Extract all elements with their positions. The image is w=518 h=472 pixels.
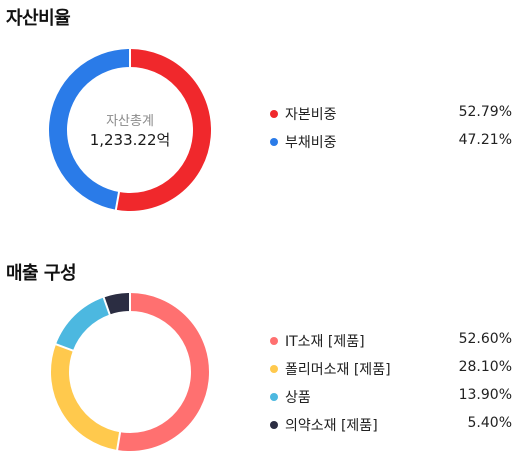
legend-label: 자본비중 — [285, 107, 337, 123]
legend-item: 상품 13.90% — [270, 387, 514, 415]
donut-segment-1 — [117, 293, 209, 451]
donut-segment-separator — [102, 296, 111, 316]
legend-value: 47.21% — [458, 132, 512, 148]
donut-segment-separator — [116, 431, 122, 452]
legend-item: IT소재 [제품] 52.60% — [270, 331, 514, 359]
donut-segment-1 — [115, 49, 211, 211]
legend-label: 상품 — [285, 390, 311, 406]
sales-composition-donut-chart — [51, 292, 209, 452]
legend-marker-icon — [270, 337, 278, 345]
legend-marker-icon — [270, 110, 278, 118]
legend-item: 폴리머소재 [제품] 28.10% — [270, 359, 514, 387]
donut-segment-separator — [54, 343, 75, 352]
donut-segment-4 — [103, 293, 131, 315]
donut-segment-2 — [49, 49, 131, 210]
legend-value: 52.60% — [458, 331, 512, 347]
donut-segment-separator — [114, 190, 121, 211]
total-assets-value: 1,233.22억 — [89, 131, 171, 149]
asset-ratio-donut-chart — [49, 48, 211, 211]
legend-marker-icon — [270, 421, 278, 429]
total-assets-caption: 자산총계 — [106, 114, 154, 129]
donut-segment-3 — [56, 297, 111, 351]
legend-label: 의약소재 [제품] — [285, 418, 378, 434]
legend-value: 28.10% — [458, 359, 512, 375]
sales-composition-title: 매출 구성 — [6, 263, 77, 284]
legend-label: 부채비중 — [285, 135, 337, 151]
legend-item: 자본비중 52.79% — [270, 104, 514, 132]
legend-value: 13.90% — [458, 387, 512, 403]
legend-marker-icon — [270, 365, 278, 373]
legend-marker-icon — [270, 393, 278, 401]
asset-ratio-legend: 자본비중 52.79% 부채비중 47.21% — [270, 104, 514, 160]
legend-item: 의약소재 [제품] 5.40% — [270, 415, 514, 443]
sales-composition-legend: IT소재 [제품] 52.60% 폴리머소재 [제품] 28.10% 상품 13.90% 의… — [270, 331, 514, 443]
legend-label: 폴리머소재 [제품] — [285, 362, 391, 378]
legend-value: 5.40% — [467, 415, 512, 431]
legend-value: 52.79% — [458, 104, 512, 120]
legend-item: 부채비중 47.21% — [270, 132, 514, 160]
asset-ratio-title: 자산비율 — [6, 8, 71, 29]
legend-label: IT소재 [제품] — [285, 334, 365, 350]
legend-marker-icon — [270, 138, 278, 146]
donut-segment-2 — [51, 344, 121, 450]
